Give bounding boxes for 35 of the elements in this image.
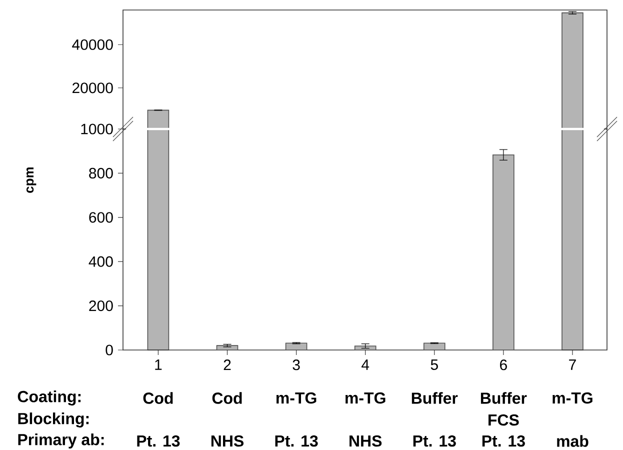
text: Buffer (480, 392, 527, 404)
y-tick-label: 40000 (72, 39, 113, 50)
text: NHS (211, 435, 244, 447)
text: Cod (143, 392, 173, 404)
x-tick-label: 3 (292, 360, 300, 370)
text: Buffer (412, 392, 458, 404)
y-axis-title: cpm (26, 167, 36, 193)
text: Coating: (18, 390, 81, 406)
text: m-TG (552, 392, 592, 404)
text: m-TG (346, 392, 386, 404)
x-tick-label: 1 (155, 360, 162, 370)
y-tick-label: 20000 (72, 82, 113, 94)
text: Pt. 13 (137, 435, 180, 447)
x-tick-label: 5 (430, 360, 438, 370)
x-tick-label: 7 (569, 360, 576, 370)
x-tick-label: 6 (500, 360, 507, 370)
text: Cod (212, 392, 242, 404)
text: mab (557, 435, 588, 447)
x-tick-label: 2 (224, 360, 231, 370)
y-tick-label: 600 (89, 212, 113, 223)
text: NHS (350, 435, 382, 447)
x-tick-label: 4 (362, 360, 370, 370)
text: Pt. 13 (413, 435, 456, 447)
y-tick-label: 1000 (81, 124, 113, 134)
y-tick-label: 0 (106, 344, 113, 356)
text: Blocking: (18, 412, 89, 428)
text: FCS (488, 414, 519, 426)
bar (492, 154, 514, 350)
y-tick-label: 200 (89, 300, 113, 312)
text: m-TG (276, 392, 316, 404)
y-tick-label: 400 (88, 256, 113, 267)
text: Pt. 13 (482, 435, 525, 447)
text: Primary ab: (18, 434, 104, 448)
y-tick-label: 800 (89, 168, 113, 178)
text: Pt. 13 (275, 435, 318, 447)
